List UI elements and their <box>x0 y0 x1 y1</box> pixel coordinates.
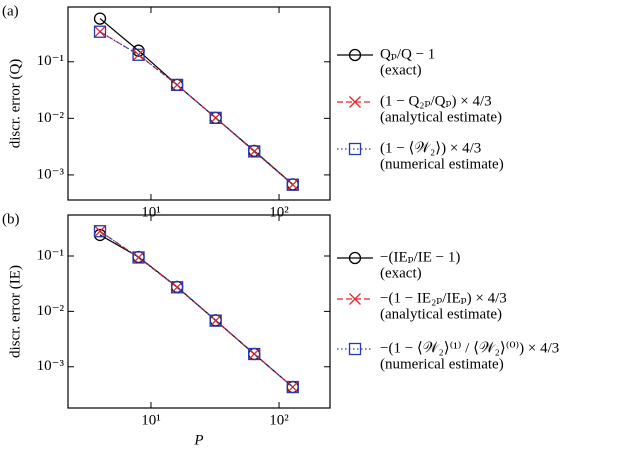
marker <box>93 25 107 38</box>
panel-label: (a) <box>2 3 19 19</box>
legend-marker <box>348 251 362 265</box>
y-axis-label: discr. error (Q) <box>7 59 23 149</box>
marker <box>132 251 145 264</box>
legend-label: (1 − Q₂ₚ/Qₚ) × 4/3 <box>380 93 492 109</box>
legend-description: (numerical estimate) <box>380 156 504 172</box>
marker <box>93 225 107 238</box>
marker <box>209 111 222 125</box>
x-tick-label: 10¹ <box>141 204 161 220</box>
series-line <box>99 230 294 388</box>
marker <box>94 25 106 38</box>
x-tick-label: 10¹ <box>141 412 161 428</box>
marker <box>170 78 184 92</box>
plot-frame <box>67 214 331 409</box>
marker <box>286 380 299 394</box>
x-axis-label: P <box>193 432 203 448</box>
marker <box>286 178 299 191</box>
legend-description: (analytical estimate) <box>380 109 502 125</box>
legend-marker <box>348 342 362 356</box>
y-tick-label: 10⁻¹ <box>37 53 64 69</box>
legend-label: −(1 − ⟨𝒲₂⟩⁽¹⁾ / ⟨𝒲₂⟩⁽⁰⁾) × 4/3 <box>380 339 559 356</box>
legend-label: (1 − ⟨𝒲₂⟩) × 4/3 <box>380 140 481 156</box>
legend-marker <box>348 142 362 156</box>
y-tick-label: 10⁻² <box>37 303 65 319</box>
legend-marker <box>349 96 361 108</box>
series-line <box>99 31 294 186</box>
marker <box>94 225 106 238</box>
legend-description: (numerical estimate) <box>380 356 504 372</box>
y-tick-label: 10⁻¹ <box>37 247 64 263</box>
y-tick-label: 10⁻³ <box>37 358 65 374</box>
legend-description: (exact) <box>380 62 422 78</box>
series-line <box>99 230 294 388</box>
marker <box>93 12 107 25</box>
legend-label: −(IEₚ/IE − 1) <box>380 249 460 265</box>
x-tick-label: 10² <box>269 412 289 428</box>
series-line <box>99 31 294 186</box>
y-tick-label: 10⁻³ <box>37 166 65 182</box>
marker <box>170 281 184 294</box>
x-tick-label: 10² <box>269 204 289 220</box>
marker <box>248 347 261 361</box>
series-line <box>99 234 294 388</box>
marker <box>132 48 145 61</box>
plot-frame <box>67 6 331 201</box>
y-axis-label: discr. error (IE) <box>7 265 23 358</box>
marker <box>171 78 184 91</box>
legend-label: −(1 − IE₂ₚ/IEₚ) × 4/3 <box>380 290 507 306</box>
y-tick-label: 10⁻² <box>37 110 65 126</box>
panel-label: (b) <box>2 211 20 227</box>
legend-description: (exact) <box>380 265 422 281</box>
legend-marker <box>349 293 361 305</box>
marker <box>209 314 222 327</box>
marker <box>248 145 261 158</box>
legend-label: Qₚ/Q − 1 <box>380 46 435 62</box>
legend-description: (analytical estimate) <box>380 306 502 322</box>
marker <box>132 251 145 264</box>
legend-marker <box>348 48 362 62</box>
